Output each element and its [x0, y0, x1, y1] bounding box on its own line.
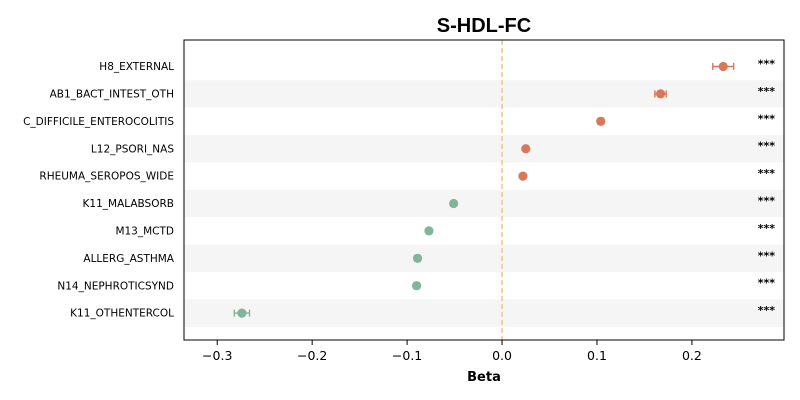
row-stripe: [184, 80, 784, 108]
y-tick-label: K11_MALABSORB: [83, 198, 174, 210]
row-stripes: [184, 80, 784, 327]
y-tick-label: AB1_BACT_INTEST_OTH: [50, 89, 174, 101]
significance-label: ***: [758, 58, 776, 71]
data-point: [655, 89, 666, 99]
data-points: [237, 61, 728, 318]
significance-label: ***: [758, 304, 776, 317]
data-point: [424, 226, 434, 236]
significance-label: ***: [758, 195, 776, 208]
significance-label: ***: [758, 167, 776, 180]
data-point: [518, 171, 528, 181]
y-tick-label: ALLERG_ASTHMA: [83, 253, 174, 265]
y-tick-label: H8_EXTERNAL: [99, 61, 174, 73]
data-point: [449, 198, 459, 209]
y-tick-label: C_DIFFICILE_ENTEROCOLITIS: [23, 116, 174, 128]
x-tick-label: 0.1: [587, 348, 607, 363]
row-stripe: [184, 244, 784, 272]
y-tick-label: K11_OTHENTERCOL: [70, 308, 174, 320]
chart-title: S-HDL-FC: [437, 15, 531, 37]
x-tick-label: −0.3: [202, 348, 232, 363]
significance-label: ***: [758, 249, 776, 262]
y-axis-labels: H8_EXTERNAL AB1_BACT_INTEST_OTH C_DIFFICIL…: [23, 61, 175, 320]
significance-label: ***: [758, 140, 776, 153]
x-tick-label: 0.2: [682, 348, 702, 363]
row-stripe: [184, 189, 784, 218]
significance-label: ***: [758, 277, 776, 290]
y-tick-label: N14_NEPHROTICSYND: [57, 280, 174, 292]
data-point: [596, 116, 606, 126]
y-tick-label: RHEUMA_SEROPOS_WIDE: [39, 171, 174, 183]
x-tick-label: −0.2: [297, 348, 327, 363]
x-tick-label: −0.1: [392, 348, 422, 363]
significance-label: ***: [758, 222, 776, 235]
y-tick-label: L12_PSORI_NAS: [91, 143, 174, 155]
data-point: [521, 144, 531, 154]
x-tick-label: 0.0: [492, 348, 512, 363]
x-axis-label: Beta: [467, 370, 501, 385]
y-tick-label: M13_MCTD: [115, 226, 174, 238]
data-point: [412, 253, 423, 263]
x-axis-ticks: −0.3 −0.2 −0.1 0.0 0.1 0.2: [202, 340, 702, 363]
row-stripe: [184, 135, 784, 163]
significance-label: ***: [758, 112, 776, 125]
plot-frame: [183, 39, 785, 341]
data-point: [718, 61, 728, 72]
data-point: [237, 308, 247, 318]
significance-labels: *** *** *** *** *** *** *** *** *** ***: [758, 58, 776, 318]
data-point: [411, 281, 422, 291]
significance-label: ***: [758, 85, 776, 98]
row-stripe: [184, 299, 784, 327]
